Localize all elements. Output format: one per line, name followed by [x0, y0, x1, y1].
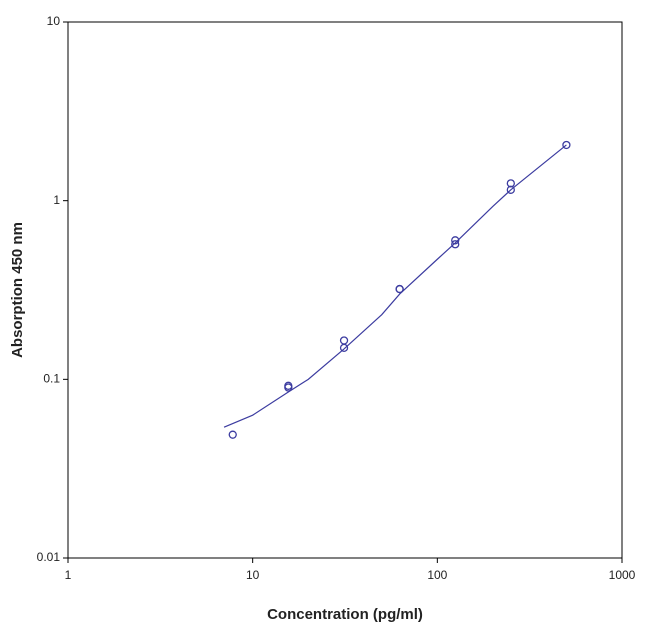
x-tick-label: 1 [65, 568, 72, 582]
plot-frame [67, 21, 623, 559]
data-point [228, 430, 237, 439]
y-axis-title: Absorption 450 nm [9, 222, 26, 358]
x-tick-label: 10 [246, 568, 260, 582]
x-tick-label: 1000 [609, 568, 636, 582]
data-point [395, 284, 404, 294]
x-tick-label: 100 [427, 568, 447, 582]
data-point [562, 140, 571, 150]
data-point [451, 240, 460, 249]
x-axis-title: Concentration (pg/ml) [267, 606, 423, 623]
y-tick-label: 0.01 [37, 550, 61, 564]
fit-curve [223, 144, 567, 428]
data-point [339, 336, 349, 345]
y-tick-label: 1 [53, 193, 60, 207]
data-point [506, 185, 515, 194]
y-tick-label: 10 [47, 14, 61, 28]
y-tick-label: 0.1 [43, 372, 60, 386]
data-point [284, 381, 293, 390]
